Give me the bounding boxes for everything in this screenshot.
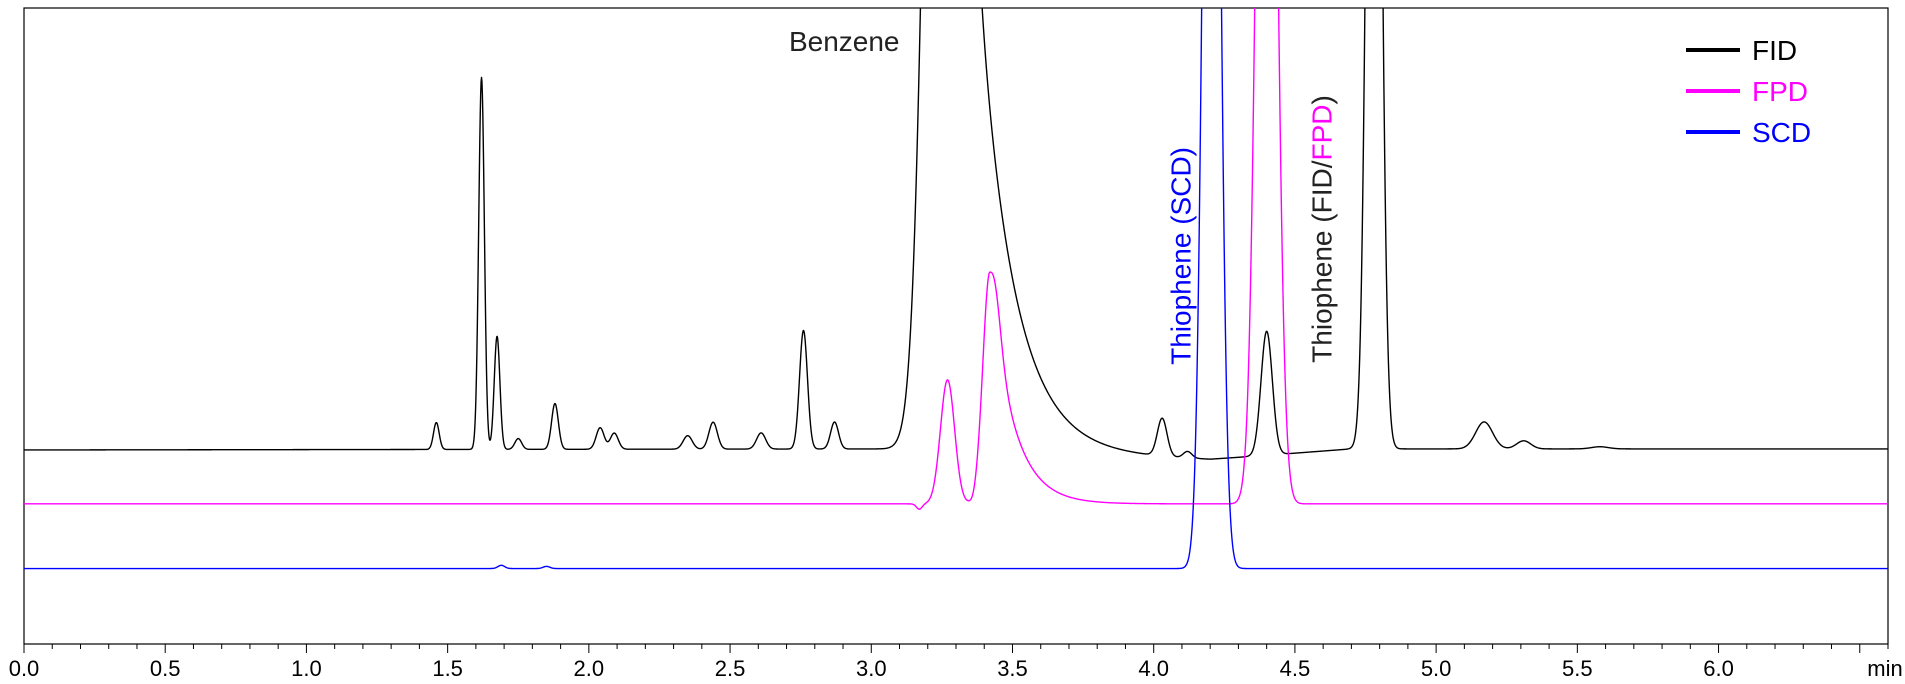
peak-label-part: FPD [1307, 104, 1338, 160]
series-layer [24, 8, 1888, 570]
legend: FID FPD SCD [1686, 35, 1811, 148]
peak-label-thiophene-scd: Thiophene (SCD) [1165, 147, 1196, 365]
x-tick-label: 4.5 [1280, 656, 1311, 681]
peak-annotations: Benzene Thiophene (SCD) Thiophene (FID/FPD… [789, 26, 1338, 365]
peak-label-part: FID [1307, 168, 1338, 213]
peak-label-part: / [1307, 160, 1338, 168]
series-line-fid [24, 8, 1888, 460]
legend-label-scd: SCD [1752, 117, 1811, 148]
peak-label-part: Thiophene ( [1307, 213, 1338, 363]
x-tick-label: 5.5 [1562, 656, 1593, 681]
x-tick-label: 1.0 [291, 656, 322, 681]
x-axis: 0.0 0.5 1.0 1.5 2.0 2.5 3.0 3.5 4.0 4.5 5.0 5.5 6.0 [9, 644, 1889, 681]
legend-label-fpd: FPD [1752, 76, 1808, 107]
series-line-scd [24, 8, 1888, 570]
legend-label-fid: FID [1752, 35, 1797, 66]
x-axis-unit: min [1867, 656, 1902, 681]
peak-label-part: ) [1307, 95, 1338, 104]
x-tick-label: 4.0 [1138, 656, 1169, 681]
x-tick-label: 1.5 [432, 656, 463, 681]
x-tick-label: 3.0 [856, 656, 887, 681]
series-line-fpd [24, 8, 1888, 510]
x-tick-label: 0.0 [9, 656, 40, 681]
x-tick-label: 5.0 [1421, 656, 1452, 681]
x-tick-label: 2.0 [574, 656, 605, 681]
x-tick-label: 3.5 [997, 656, 1028, 681]
peak-label-thiophene-fid-fpd: Thiophene (FID/FPD) [1307, 95, 1338, 363]
x-tick-label: 0.5 [150, 656, 181, 681]
plot-frame [23, 7, 1889, 645]
x-tick-label: 2.5 [715, 656, 746, 681]
peak-label-benzene: Benzene [789, 26, 900, 57]
x-tick-label: 6.0 [1703, 656, 1734, 681]
